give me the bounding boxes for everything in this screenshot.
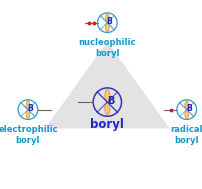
Text: nucleophilic
boryl: nucleophilic boryl bbox=[79, 38, 136, 58]
Ellipse shape bbox=[105, 102, 110, 115]
Ellipse shape bbox=[105, 23, 109, 32]
Ellipse shape bbox=[185, 110, 189, 119]
Text: B: B bbox=[186, 104, 192, 113]
Text: electrophilic
boryl: electrophilic boryl bbox=[0, 125, 58, 145]
Text: boryl: boryl bbox=[90, 118, 124, 131]
Ellipse shape bbox=[105, 90, 110, 102]
Text: B: B bbox=[107, 17, 112, 26]
Ellipse shape bbox=[26, 101, 30, 110]
Polygon shape bbox=[45, 42, 170, 129]
Text: B: B bbox=[107, 96, 114, 106]
Ellipse shape bbox=[105, 14, 109, 23]
Ellipse shape bbox=[185, 101, 189, 110]
Ellipse shape bbox=[26, 110, 30, 119]
Text: B: B bbox=[27, 104, 33, 113]
Text: radical
boryl: radical boryl bbox=[170, 125, 202, 145]
